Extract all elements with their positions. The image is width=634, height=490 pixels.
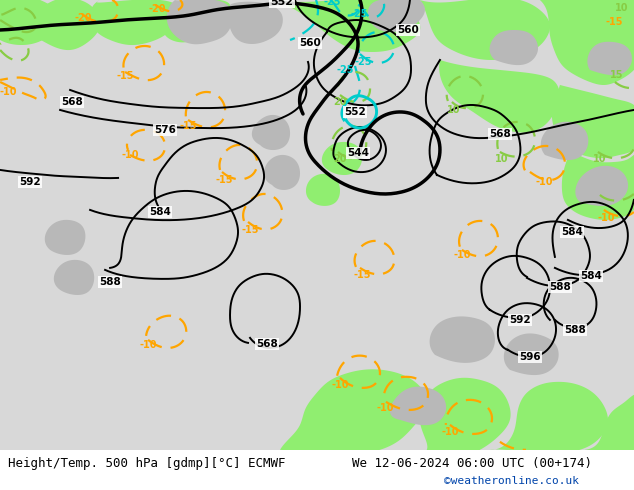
- Text: 588: 588: [99, 277, 121, 287]
- Polygon shape: [575, 166, 628, 206]
- Text: 10: 10: [615, 3, 629, 13]
- Polygon shape: [150, 0, 231, 42]
- Text: We 12-06-2024 06:00 UTC (00+174): We 12-06-2024 06:00 UTC (00+174): [352, 457, 592, 470]
- Text: -10: -10: [139, 340, 157, 350]
- Polygon shape: [0, 0, 100, 50]
- Polygon shape: [420, 0, 550, 60]
- Polygon shape: [540, 0, 634, 85]
- Text: -15: -15: [116, 71, 134, 81]
- Text: 592: 592: [19, 177, 41, 187]
- Polygon shape: [430, 317, 495, 363]
- Text: 568: 568: [61, 97, 83, 107]
- Polygon shape: [380, 378, 510, 462]
- Text: 10: 10: [447, 105, 461, 115]
- Polygon shape: [264, 155, 300, 190]
- Polygon shape: [322, 142, 362, 175]
- Polygon shape: [587, 42, 632, 75]
- Text: -25: -25: [354, 57, 372, 67]
- Text: -10: -10: [453, 250, 470, 260]
- Text: -10: -10: [376, 403, 394, 413]
- Text: -25: -25: [323, 0, 340, 7]
- Text: -10: -10: [535, 177, 553, 187]
- Polygon shape: [90, 0, 180, 45]
- Polygon shape: [585, 394, 634, 471]
- Text: -15: -15: [242, 225, 259, 235]
- Text: 588: 588: [564, 325, 586, 335]
- Text: 576: 576: [154, 125, 176, 135]
- Text: -15: -15: [216, 175, 233, 185]
- Text: -20: -20: [148, 4, 166, 14]
- Polygon shape: [390, 387, 446, 425]
- Polygon shape: [45, 220, 86, 255]
- Text: 560: 560: [397, 25, 419, 35]
- Text: 552: 552: [344, 107, 366, 117]
- Text: -10: -10: [441, 427, 458, 437]
- Polygon shape: [306, 174, 340, 206]
- Polygon shape: [0, 0, 60, 45]
- Text: -15: -15: [605, 17, 623, 27]
- Text: 568: 568: [489, 129, 511, 139]
- Polygon shape: [228, 2, 283, 44]
- Text: 20: 20: [333, 154, 347, 164]
- Polygon shape: [252, 115, 290, 150]
- Text: -25: -25: [336, 65, 354, 75]
- Polygon shape: [490, 382, 608, 453]
- Text: 544: 544: [347, 148, 369, 158]
- Text: 560: 560: [299, 38, 321, 48]
- Text: -20: -20: [74, 13, 92, 23]
- Text: 10: 10: [593, 154, 607, 164]
- Text: 20: 20: [333, 97, 347, 107]
- Polygon shape: [280, 0, 420, 52]
- Polygon shape: [167, 0, 233, 44]
- Text: 588: 588: [549, 282, 571, 292]
- Polygon shape: [368, 0, 425, 32]
- Polygon shape: [439, 60, 560, 133]
- Polygon shape: [489, 30, 538, 65]
- Text: 584: 584: [580, 271, 602, 281]
- Text: -10: -10: [121, 150, 139, 160]
- Text: -25: -25: [350, 9, 368, 19]
- Text: 596: 596: [519, 352, 541, 362]
- Polygon shape: [280, 369, 426, 455]
- Text: 10: 10: [495, 154, 508, 164]
- Text: 15: 15: [610, 70, 624, 80]
- Text: -10: -10: [331, 380, 349, 390]
- Text: 584: 584: [561, 227, 583, 237]
- Text: -10: -10: [0, 87, 17, 97]
- Polygon shape: [562, 150, 634, 220]
- Polygon shape: [552, 85, 634, 158]
- Text: Height/Temp. 500 hPa [gdmp][°C] ECMWF: Height/Temp. 500 hPa [gdmp][°C] ECMWF: [8, 457, 285, 470]
- Text: 568: 568: [256, 339, 278, 349]
- Polygon shape: [54, 260, 94, 295]
- Text: -15: -15: [353, 270, 371, 280]
- Text: -10: -10: [597, 213, 614, 223]
- Text: 584: 584: [149, 207, 171, 217]
- Text: ©weatheronline.co.uk: ©weatheronline.co.uk: [444, 476, 579, 486]
- Polygon shape: [541, 122, 588, 160]
- Text: 552: 552: [271, 0, 294, 7]
- Text: -15: -15: [179, 121, 197, 131]
- Text: 592: 592: [509, 315, 531, 325]
- Polygon shape: [504, 333, 559, 375]
